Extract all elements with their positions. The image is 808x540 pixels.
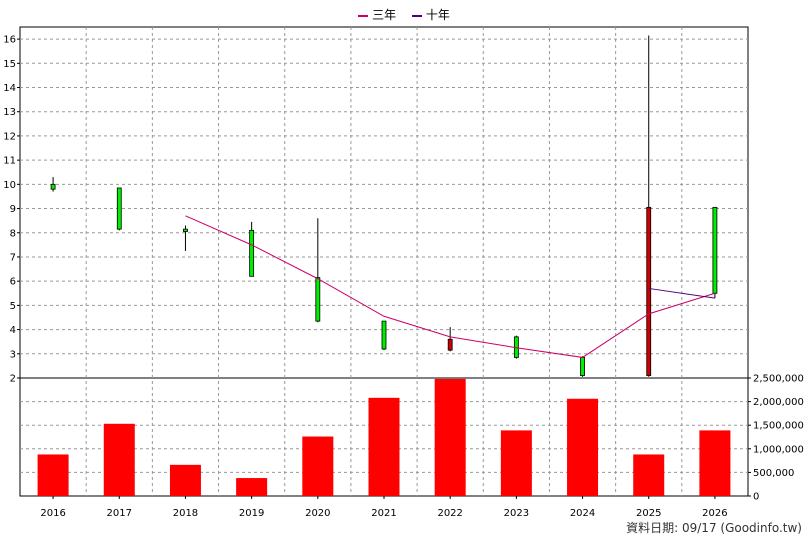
volume-bar [567,398,599,496]
volume-tick-label: 1,500,000 [753,421,804,432]
x-tick-label: 2026 [702,508,727,519]
volume-tick-label: 1,000,000 [753,444,804,455]
x-tick-label: 2020 [305,508,330,519]
price-tick-label: 14 [3,83,16,94]
candle-body [712,206,718,294]
price-tick-label: 9 [10,204,16,215]
volume-bar [500,430,532,496]
candle-body [447,338,453,351]
x-tick-label: 2018 [173,508,198,519]
price-tick-label: 10 [3,180,16,191]
legend-item-ten-year: 十年 [411,6,450,23]
candle-body [116,187,122,230]
price-tick-label: 2 [10,374,16,385]
candle-body [183,228,188,232]
price-tick-label: 4 [10,325,16,336]
legend-item-three-year: 三年 [358,6,396,23]
volume-bar [236,478,268,496]
price-tick-label: 7 [10,252,16,263]
volume-tick-label: 0 [753,492,759,503]
volume-bar [169,464,201,496]
price-tick-label: 11 [3,156,16,167]
x-tick-label: 2016 [40,508,65,519]
volume-bar [37,454,69,496]
volume-bar [633,454,665,496]
legend-swatch-ten-year [411,14,422,17]
volume-bar [302,436,334,496]
volume-tick-label: 2,000,000 [753,397,804,408]
price-tick-label: 13 [3,107,16,118]
data-date-footer: 資料日期: 09/17 (Goodinfo.tw) [626,521,802,535]
candle-body [50,183,56,190]
legend-label-three-year: 三年 [372,8,397,22]
price-tick-label: 6 [10,277,16,288]
x-tick-label: 2017 [107,508,132,519]
volume-tick-label: 500,000 [753,468,794,479]
legend: 三年 十年 [0,6,808,23]
price-tick-label: 8 [10,228,16,239]
legend-swatch-three-year [358,14,369,17]
x-tick-label: 2019 [239,508,264,519]
price-tick-label: 3 [10,349,16,360]
x-tick-label: 2025 [636,508,661,519]
volume-bar [103,423,135,496]
candle-body [249,229,255,277]
series-line-three-year [185,215,716,358]
candle-body [315,277,321,322]
legend-label-ten-year: 十年 [425,8,450,22]
volume-bar [699,430,731,496]
candle-body [646,206,652,376]
x-tick-label: 2023 [504,508,529,519]
candle-body [381,320,387,350]
price-tick-label: 15 [3,59,16,70]
volume-bar [434,378,466,496]
volume-tick-label: 2,500,000 [753,374,804,385]
series-line-ten-year [648,287,715,299]
volume-bar [368,397,400,496]
price-tick-label: 5 [10,301,16,312]
x-tick-label: 2022 [437,508,462,519]
price-tick-label: 12 [3,131,16,142]
candle-body [580,357,585,376]
price-tick-label: 16 [3,35,16,46]
x-tick-label: 2024 [570,508,595,519]
x-tick-label: 2021 [371,508,396,519]
